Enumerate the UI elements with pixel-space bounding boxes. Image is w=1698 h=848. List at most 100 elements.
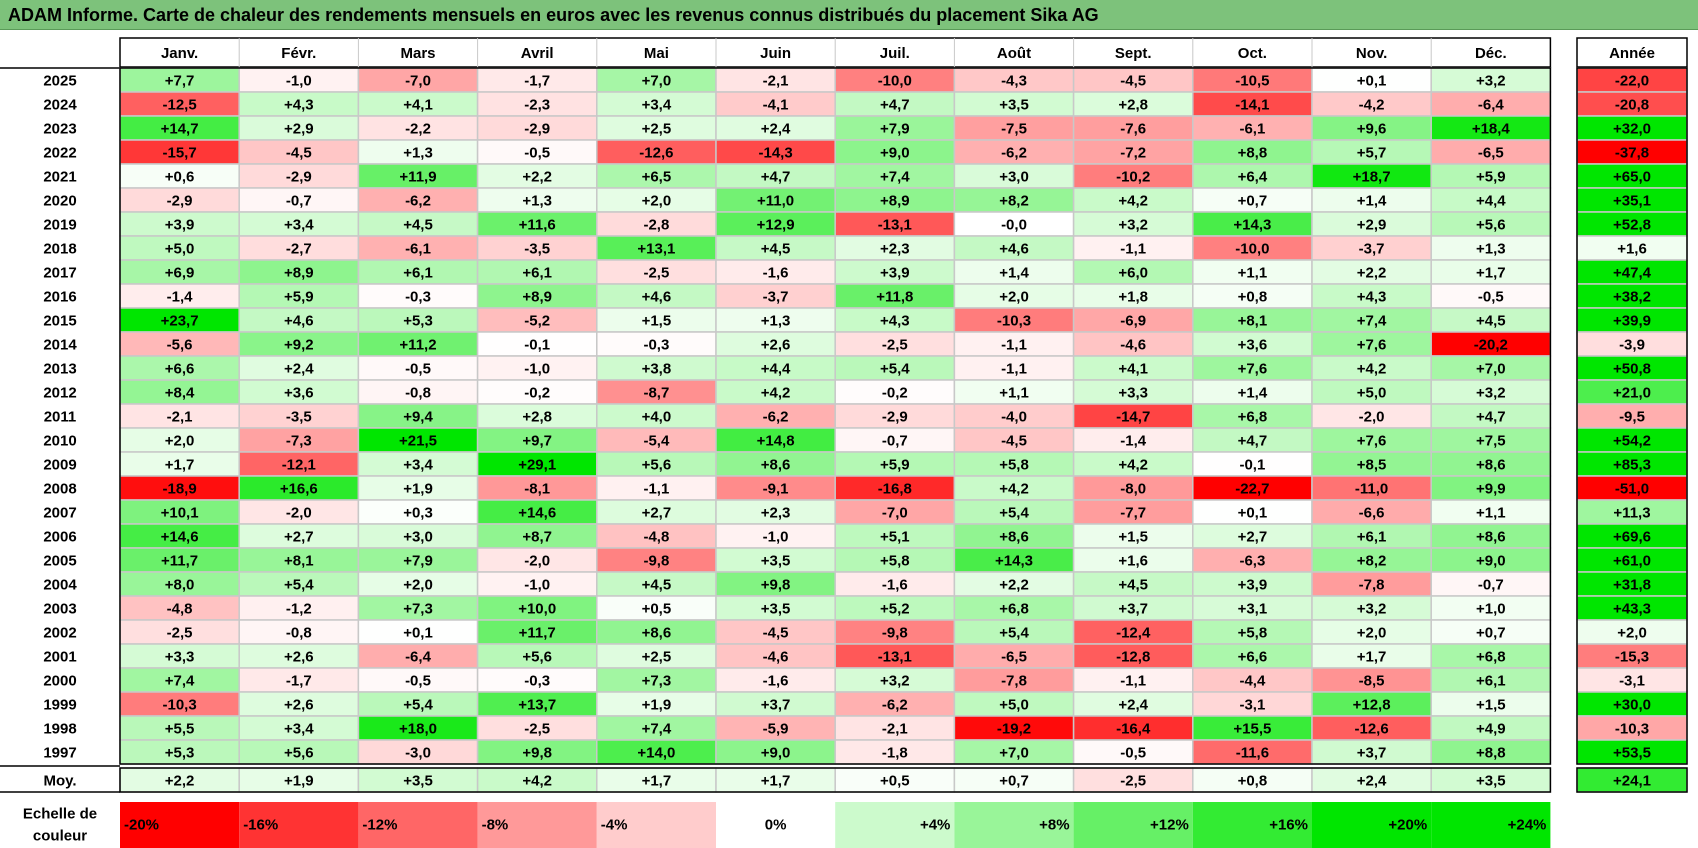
chart-title: ADAM Informe. Carte de chaleur des rende… (0, 0, 1698, 30)
row-2014-value-5: +2,6 (761, 337, 791, 354)
legend-stop-9: +16% (1269, 817, 1308, 834)
row-2012-value-9: +1,4 (1238, 385, 1268, 402)
legend-swatch-11 (1431, 802, 1551, 848)
row-2005-year-value: +61,0 (1613, 553, 1651, 570)
row-2012-cell-5 (715, 379, 836, 405)
row-2010-cell-2 (357, 427, 479, 453)
row-2007-value-1: -2,0 (286, 505, 312, 522)
row-1997-cell-6 (834, 739, 956, 765)
row-2022-cell-6 (834, 139, 956, 165)
row-2024-value-9: -14,1 (1235, 97, 1269, 114)
row-2017-value-11: +1,7 (1476, 265, 1506, 282)
row-2022-cell-2 (357, 139, 479, 165)
row-1999-value-6: -6,2 (882, 697, 908, 714)
row-2001-value-10: +1,7 (1357, 649, 1387, 666)
row-2018-value-4: +13,1 (637, 241, 675, 258)
row-2011-value-8: -14,7 (1116, 409, 1150, 426)
row-2000-value-6: +3,2 (880, 673, 910, 690)
col-header-0: Janv. (161, 45, 198, 62)
row-2024-year-value: -20,8 (1615, 97, 1649, 114)
row-2009-value-3: +29,1 (518, 457, 556, 474)
year-header-frame (1576, 37, 1688, 68)
row-2025-value-4: +7,0 (642, 73, 672, 90)
row-2001-value-8: -12,8 (1116, 649, 1150, 666)
row-2005-label: 2005 (43, 553, 76, 570)
row-2025-value-1: -1,0 (286, 73, 312, 90)
row-2017-value-9: +1,1 (1238, 265, 1268, 282)
row-2016-year-value: +38,2 (1613, 289, 1651, 306)
row-2018-cell-1 (238, 235, 360, 261)
row-1997-value-7: +7,0 (999, 745, 1029, 762)
row-2013-value-5: +4,4 (761, 361, 791, 378)
row-2002-year-value: +2,0 (1617, 625, 1647, 642)
row-2003-year-value: +43,3 (1613, 601, 1651, 618)
row-2022-value-4: -12,6 (639, 145, 673, 162)
row-2019-value-8: +3,2 (1118, 217, 1148, 234)
row-2014-value-1: +9,2 (284, 337, 314, 354)
row-2017-value-3: +6,1 (522, 265, 552, 282)
row-2013-year-cell (1576, 355, 1688, 381)
row-2015-value-9: +8,1 (1238, 313, 1268, 330)
row-2011-value-5: -6,2 (763, 409, 789, 426)
row-2015-cell-9 (1192, 307, 1313, 333)
row-2019-value-11: +5,6 (1476, 217, 1506, 234)
row-2018-value-8: -1,1 (1120, 241, 1146, 258)
row-2011-cell-6 (834, 403, 956, 429)
row-2021-value-3: +2,2 (522, 169, 552, 186)
row-2014-cell-3 (476, 331, 598, 357)
row-2016-value-8: +1,8 (1118, 289, 1148, 306)
row-2011-year-value: -9,5 (1619, 409, 1645, 426)
row-2004-value-5: +9,8 (761, 577, 791, 594)
row-2006-value-11: +8,6 (1476, 529, 1506, 546)
row-2003-cell-8 (1072, 595, 1194, 621)
col-header-9: Oct. (1238, 45, 1267, 62)
col-header-5: Juin (760, 45, 791, 62)
row-1997-value-3: +9,8 (522, 745, 552, 762)
row-2023-cell-5 (715, 115, 836, 141)
row-1997-value-4: +14,0 (637, 745, 675, 762)
row-2012-cell-1 (238, 379, 360, 405)
row-2011-cell-9 (1192, 403, 1313, 429)
row-2025-value-3: -1,7 (524, 73, 550, 90)
row-2021-cell-9 (1192, 163, 1313, 189)
row-2025-value-10: +0,1 (1357, 73, 1387, 90)
row-2012-value-10: +5,0 (1357, 385, 1387, 402)
row-2013-value-11: +7,0 (1476, 361, 1506, 378)
row-2023-value-10: +9,6 (1357, 121, 1387, 138)
row-2002-cell-3 (476, 619, 598, 645)
row-2021-value-0: +0,6 (165, 169, 195, 186)
row-2012-cell-2 (357, 379, 479, 405)
row-2004-value-0: +8,0 (165, 577, 195, 594)
row-1999-cell-9 (1192, 691, 1313, 717)
legend-stop-1: -16% (243, 817, 278, 834)
row-2017-cell-7 (953, 259, 1075, 285)
row-1997-cell-2 (357, 739, 479, 765)
row-2005-cell-5 (715, 547, 836, 573)
row-2003-value-3: +10,0 (518, 601, 556, 618)
avg-value-0: +2,2 (165, 773, 195, 790)
row-2024-cell-3 (476, 91, 598, 117)
avg-value-3: +4,2 (522, 773, 552, 790)
row-2015-cell-6 (834, 307, 956, 333)
legend-stop-6: +4% (920, 817, 950, 834)
row-2002-cell-5 (715, 619, 836, 645)
row-2010-value-1: -7,3 (286, 433, 312, 450)
row-2010-cell-11 (1430, 427, 1552, 453)
col-header-2: Mars (400, 45, 435, 62)
row-2016-value-1: +5,9 (284, 289, 314, 306)
row-2022-value-0: -15,7 (162, 145, 196, 162)
row-2016-value-9: +0,8 (1238, 289, 1268, 306)
row-2007-value-0: +10,1 (161, 505, 199, 522)
row-2005-cell-7 (953, 547, 1075, 573)
row-2023-cell-3 (476, 115, 598, 141)
row-1997-year-value: +53,5 (1613, 745, 1651, 762)
row-1998-value-6: -2,1 (882, 721, 908, 738)
avg-cell-1 (238, 767, 360, 793)
row-2015-value-1: +4,6 (284, 313, 314, 330)
row-1998-value-7: -19,2 (997, 721, 1031, 738)
row-2017-label: 2017 (43, 265, 76, 282)
row-1999-value-0: -10,3 (162, 697, 196, 714)
row-2019-cell-11 (1430, 211, 1552, 237)
avg-value-7: +0,7 (999, 773, 1029, 790)
